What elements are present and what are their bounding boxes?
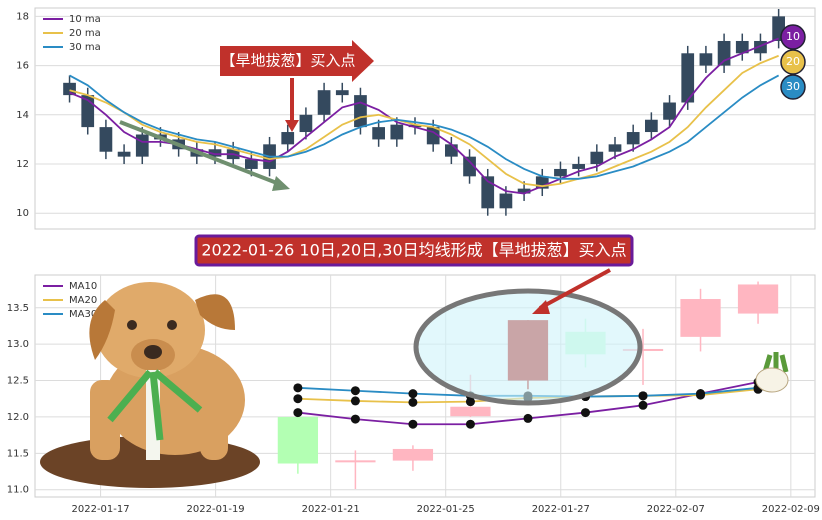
legend-label: MA10: [69, 281, 97, 292]
candle-body: [354, 95, 367, 128]
x-tick-label: 2022-02-07: [647, 504, 705, 515]
y-tick-label: 14: [16, 110, 29, 121]
y-tick-label: 13.5: [7, 303, 29, 314]
chart-title: 2022-01-26 10日,20日,30日均线形成【旱地拔葱】买入点: [201, 241, 626, 260]
candle-body: [481, 176, 495, 209]
candle-body: [735, 40, 749, 54]
radish-illustration: [755, 352, 789, 393]
pointer-arrow: [539, 268, 611, 310]
badge-label: 20: [786, 55, 800, 68]
annotation-arrow: [220, 40, 374, 82]
y-tick-label: 11.5: [7, 448, 29, 459]
candle-body: [117, 151, 131, 157]
ma-marker: [638, 400, 648, 410]
y-tick-label: 16: [16, 61, 29, 72]
ma-marker: [408, 389, 418, 399]
pointer-arrow-head: [532, 300, 550, 314]
candle-body: [277, 416, 319, 464]
candle-body: [245, 159, 258, 169]
trend-arrow: [119, 120, 283, 187]
candle-body: [680, 299, 721, 337]
candle-body: [390, 124, 404, 140]
candle-body: [681, 53, 695, 103]
ma-line: [69, 74, 780, 180]
ma-marker: [350, 414, 360, 424]
candle-body: [281, 132, 295, 145]
highlight-ellipse: [413, 288, 643, 406]
ma-marker: [523, 413, 533, 423]
buy-arrow-head: [285, 120, 299, 132]
y-tick-label: 13.0: [7, 339, 29, 350]
ma-marker: [408, 419, 418, 429]
y-tick-label: 12.0: [7, 412, 29, 423]
badge: [780, 74, 806, 100]
candle-body: [463, 156, 476, 177]
candle-body: [445, 144, 458, 157]
y-tick-label: 10: [16, 208, 29, 219]
candle-body: [622, 348, 664, 351]
x-tick-label: 2022-01-19: [187, 504, 245, 515]
ma-marker: [465, 419, 475, 429]
ma-line: [69, 54, 779, 188]
legend-label: MA30: [69, 309, 97, 320]
x-tick-label: 2022-01-27: [532, 504, 590, 515]
candle-body: [645, 119, 658, 133]
ma-marker: [638, 391, 648, 401]
plot-area-top: [34, 7, 816, 230]
ma-marker: [350, 386, 360, 396]
candle-body: [99, 127, 113, 152]
candle-body: [499, 193, 513, 209]
candle-body: [554, 168, 567, 177]
ma-marker: [580, 408, 590, 418]
legend-label: 10 ma: [69, 14, 101, 25]
candle-body: [663, 102, 676, 120]
x-tick-label: 2022-01-25: [417, 504, 475, 515]
dog-illustration: [40, 282, 260, 488]
candle-body: [608, 144, 622, 152]
candle-body: [572, 164, 585, 169]
legend-label: 30 ma: [69, 42, 101, 53]
legend-label: MA20: [69, 295, 97, 306]
ma-marker: [293, 383, 303, 393]
legend-label: 20 ma: [69, 28, 101, 39]
ma-marker: [350, 396, 360, 406]
candle-body: [517, 188, 531, 194]
title-banner: [194, 234, 634, 267]
x-tick-label: 2022-02-09: [762, 504, 820, 515]
y-tick-label: 12.5: [7, 376, 29, 387]
y-tick-label: 12: [16, 159, 29, 170]
ma-marker: [293, 408, 303, 418]
y-tick-label: 18: [16, 11, 29, 22]
candle-body: [208, 149, 222, 157]
candle-body: [335, 460, 376, 463]
candle-body: [450, 406, 491, 417]
candle-body: [737, 284, 779, 314]
candle-body: [372, 127, 385, 140]
badge: [780, 24, 806, 50]
trend-arrow-head: [272, 176, 290, 191]
candle-body: [335, 90, 349, 96]
candle-body: [63, 82, 76, 96]
candle-body: [590, 151, 604, 165]
annotation-text: 【旱地拔葱】买入点: [220, 52, 355, 70]
badge-label: 10: [786, 30, 800, 43]
x-tick-label: 2022-01-17: [72, 504, 130, 515]
x-tick-label: 2022-01-21: [302, 504, 360, 515]
candle-body: [699, 53, 713, 66]
ma-marker: [696, 389, 706, 399]
candle-body: [299, 114, 313, 133]
candle-body: [626, 132, 640, 145]
candle-body: [317, 90, 331, 115]
y-tick-label: 11.0: [7, 485, 29, 496]
candle-body: [135, 134, 149, 157]
badge-label: 30: [786, 80, 800, 93]
candle-body: [392, 448, 434, 461]
ma-marker: [293, 394, 303, 404]
candle-body: [408, 124, 422, 128]
ma-marker: [408, 397, 418, 407]
badge: [780, 49, 806, 75]
